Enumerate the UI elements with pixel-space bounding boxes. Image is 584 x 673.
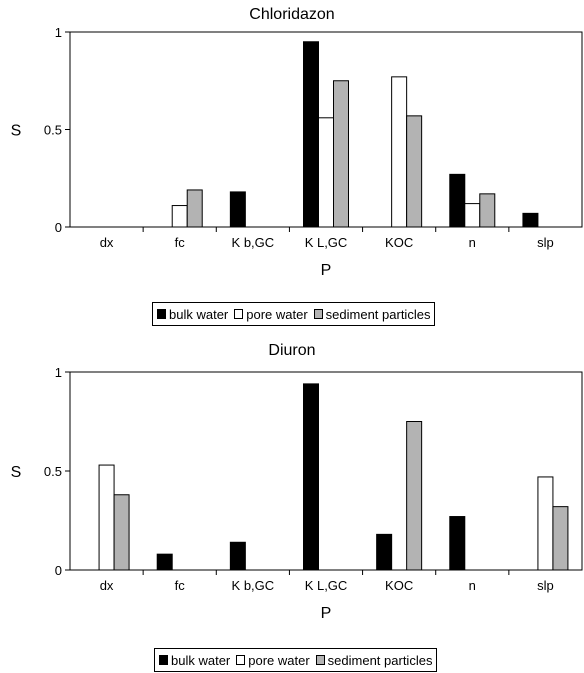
y-tick-label: 0	[55, 220, 62, 235]
bar	[171, 205, 188, 228]
x-tick-label: KOC	[385, 578, 413, 593]
bar	[406, 421, 423, 571]
legend-label: sediment particles	[325, 306, 431, 322]
x-axis-label: P	[321, 605, 332, 622]
x-tick-label: fc	[175, 235, 186, 250]
bar	[303, 383, 319, 571]
chart-legend: bulk water pore water sediment particles	[152, 302, 436, 326]
bar	[479, 193, 496, 228]
bar	[229, 541, 246, 571]
chart-legend: bulk water pore water sediment particles	[154, 648, 438, 672]
x-tick-label: dx	[100, 578, 114, 593]
x-tick-label: K b,GC	[232, 235, 275, 250]
legend-item-bulk-water: bulk water	[157, 307, 228, 322]
legend-swatch	[313, 309, 323, 319]
bar	[522, 212, 539, 228]
bar	[449, 173, 466, 228]
chart-title: Chloridazon	[249, 6, 335, 23]
bar	[464, 203, 481, 228]
plot-frame	[69, 371, 583, 571]
chart-title: Diuron	[268, 342, 316, 359]
bar	[156, 553, 173, 571]
y-tick-label: 0	[55, 563, 62, 578]
bar	[186, 189, 203, 228]
bar	[333, 80, 349, 228]
bar	[552, 506, 569, 571]
y-tick-label: 0.5	[44, 123, 62, 138]
y-axis-label: S	[11, 123, 22, 140]
chart-plot-chloridazon: 0 0.5 1 dx fc K b,GC K L,GC KOC n slp P S	[11, 25, 583, 279]
legend-item-sediment-particles: sediment particles	[313, 306, 431, 322]
y-tick-label: 1	[55, 25, 62, 40]
legend-swatch	[315, 655, 325, 665]
legend-swatch	[157, 309, 166, 319]
bar	[318, 117, 334, 228]
x-axis-label: P	[321, 262, 332, 279]
y-tick-label: 1	[55, 365, 62, 380]
bar	[113, 494, 130, 571]
x-tick-label: K L,GC	[305, 235, 348, 250]
chart-plot-diuron: 0 0.5 1 dx fc K b,GC K L,GC KOC n slp P S	[11, 365, 583, 622]
x-tick-label: dx	[100, 235, 114, 250]
legend-label: bulk water	[169, 306, 229, 322]
y-tick-label: 0.5	[44, 464, 62, 479]
y-axis-label: S	[11, 464, 22, 481]
bar	[376, 533, 393, 571]
x-tick-label: slp	[537, 578, 554, 593]
x-tick-label: K b,GC	[232, 578, 275, 593]
x-tick-label: n	[469, 578, 476, 593]
legend-item-sediment-particles: sediment particles	[315, 652, 433, 668]
bar	[406, 115, 423, 228]
legend-label: pore water	[248, 652, 310, 668]
legend-swatch	[236, 655, 246, 665]
x-tick-label: fc	[175, 578, 186, 593]
x-tick-label: slp	[537, 235, 554, 250]
x-tick-label: K L,GC	[305, 578, 348, 593]
bar	[537, 476, 554, 571]
chart-panel-diuron: Diuron 0 0.5 1 dx fc K b,GC K L,GC KOC n slp P S bu…	[0, 336, 584, 673]
legend-item-pore-water: pore water	[236, 652, 310, 668]
x-tick-label: n	[469, 235, 476, 250]
x-tick-label: KOC	[385, 235, 413, 250]
legend-swatch	[159, 655, 168, 665]
bar	[303, 41, 319, 228]
bar	[229, 191, 246, 228]
legend-label: bulk water	[171, 652, 231, 668]
legend-label: sediment particles	[327, 652, 433, 668]
bar	[391, 76, 408, 228]
legend-item-bulk-water: bulk water	[159, 653, 230, 668]
bar	[449, 516, 466, 571]
legend-label: pore water	[246, 306, 308, 322]
legend-item-pore-water: pore water	[234, 306, 308, 322]
chart-panel-chloridazon: Chloridazon 0 0.5 1 dx fc K b,GC K L,GC KOC n slp…	[0, 0, 584, 336]
bar	[98, 464, 115, 571]
legend-swatch	[234, 309, 244, 319]
